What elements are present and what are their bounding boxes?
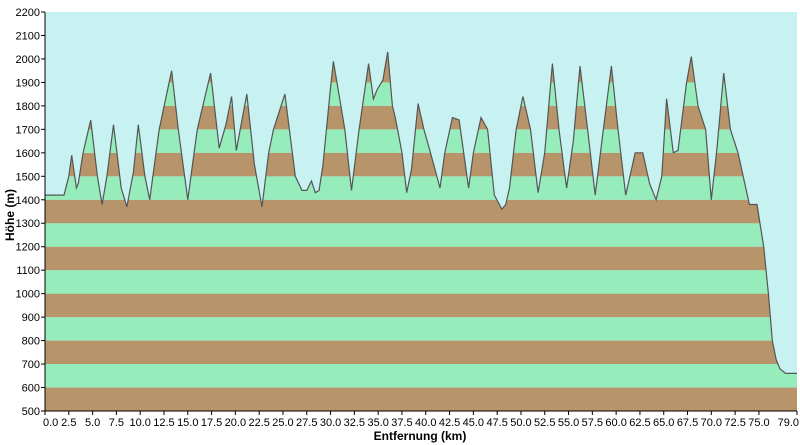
x-tick-label: 20.0 <box>225 417 246 429</box>
y-tick-label: 1400 <box>16 195 40 207</box>
elevation-band <box>45 364 797 388</box>
x-tick-label: 0.0 <box>43 417 58 429</box>
x-axis: 0.0 2.5 5.0 7.5 10.0 12.5 15.0 17.5 20.0 22.5 25.0… <box>43 410 799 429</box>
x-tick-label: 70.0 <box>701 417 722 429</box>
y-tick-label: 1800 <box>16 101 40 113</box>
x-tick-label: 72.5 <box>724 417 745 429</box>
x-tick-label: 35.0 <box>367 417 388 429</box>
x-tick-label: 32.5 <box>344 417 365 429</box>
elevation-band <box>45 270 797 294</box>
x-tick-label: 37.5 <box>391 417 412 429</box>
x-tick-label: 42.5 <box>439 417 460 429</box>
x-tick-label: 2.5 <box>61 417 76 429</box>
elevation-band <box>45 129 797 153</box>
x-tick-label: 57.5 <box>582 417 603 429</box>
x-tick-label: 52.5 <box>534 417 555 429</box>
x-tick-label: 60.0 <box>605 417 626 429</box>
y-tick-label: 1200 <box>16 242 40 254</box>
elevation-band <box>45 340 797 365</box>
x-tick-label: 10.0 <box>129 417 150 429</box>
x-axis-title: Entfernung (km) <box>374 429 467 443</box>
y-tick-label: 500 <box>22 406 40 418</box>
x-tick-label: 25.0 <box>272 417 293 429</box>
x-tick-label: 30.0 <box>320 417 341 429</box>
x-tick-label: 50.0 <box>510 417 531 429</box>
x-tick-label: 40.0 <box>415 417 436 429</box>
elevation-band <box>45 387 797 411</box>
x-tick-label: 17.5 <box>201 417 222 429</box>
elevation-band <box>45 152 797 177</box>
y-tick-label: 1100 <box>16 265 40 277</box>
elevation-band <box>45 223 797 247</box>
x-tick-label: 47.5 <box>486 417 507 429</box>
x-tick-label: 67.5 <box>677 417 698 429</box>
elevation-line <box>45 51 797 374</box>
y-tick-label: 700 <box>22 359 40 371</box>
y-tick-label: 1000 <box>16 289 40 301</box>
x-tick-label: 15.0 <box>177 417 198 429</box>
x-tick-label: 75.0 <box>748 417 769 429</box>
x-tick-label: 7.5 <box>109 417 124 429</box>
x-tick-label: 55.0 <box>558 417 579 429</box>
x-tick-label: 12.5 <box>153 417 174 429</box>
y-tick-label: 1900 <box>16 77 40 89</box>
elevation-band <box>45 317 797 341</box>
terrain-bands <box>45 51 797 411</box>
elevation-band <box>45 199 797 224</box>
x-tick-label: 45.0 <box>463 417 484 429</box>
x-tick-label: 79.0 <box>778 417 799 429</box>
x-tick-label: 65.0 <box>653 417 674 429</box>
elevation-band <box>45 246 797 271</box>
y-tick-label: 600 <box>22 383 40 395</box>
y-axis: 500 600 700 800 900 1000 1100 1200 1300 1400 1500 1… <box>16 7 46 418</box>
y-tick-label: 2100 <box>16 30 40 42</box>
y-tick-label: 900 <box>22 312 40 324</box>
y-tick-label: 2200 <box>16 7 40 19</box>
x-tick-label: 27.5 <box>296 417 317 429</box>
y-tick-label: 800 <box>22 336 40 348</box>
x-tick-label: 22.5 <box>248 417 269 429</box>
y-tick-label: 1300 <box>16 218 40 230</box>
y-tick-label: 1700 <box>16 124 40 136</box>
x-tick-label: 5.0 <box>85 417 100 429</box>
y-tick-label: 2000 <box>16 54 40 66</box>
y-tick-label: 1600 <box>16 148 40 160</box>
y-axis-title: Höhe (m) <box>3 189 17 241</box>
x-tick-label: 62.5 <box>629 417 650 429</box>
y-tick-label: 1500 <box>16 171 40 183</box>
elevation-band <box>45 293 797 318</box>
elevation-band <box>45 176 797 200</box>
